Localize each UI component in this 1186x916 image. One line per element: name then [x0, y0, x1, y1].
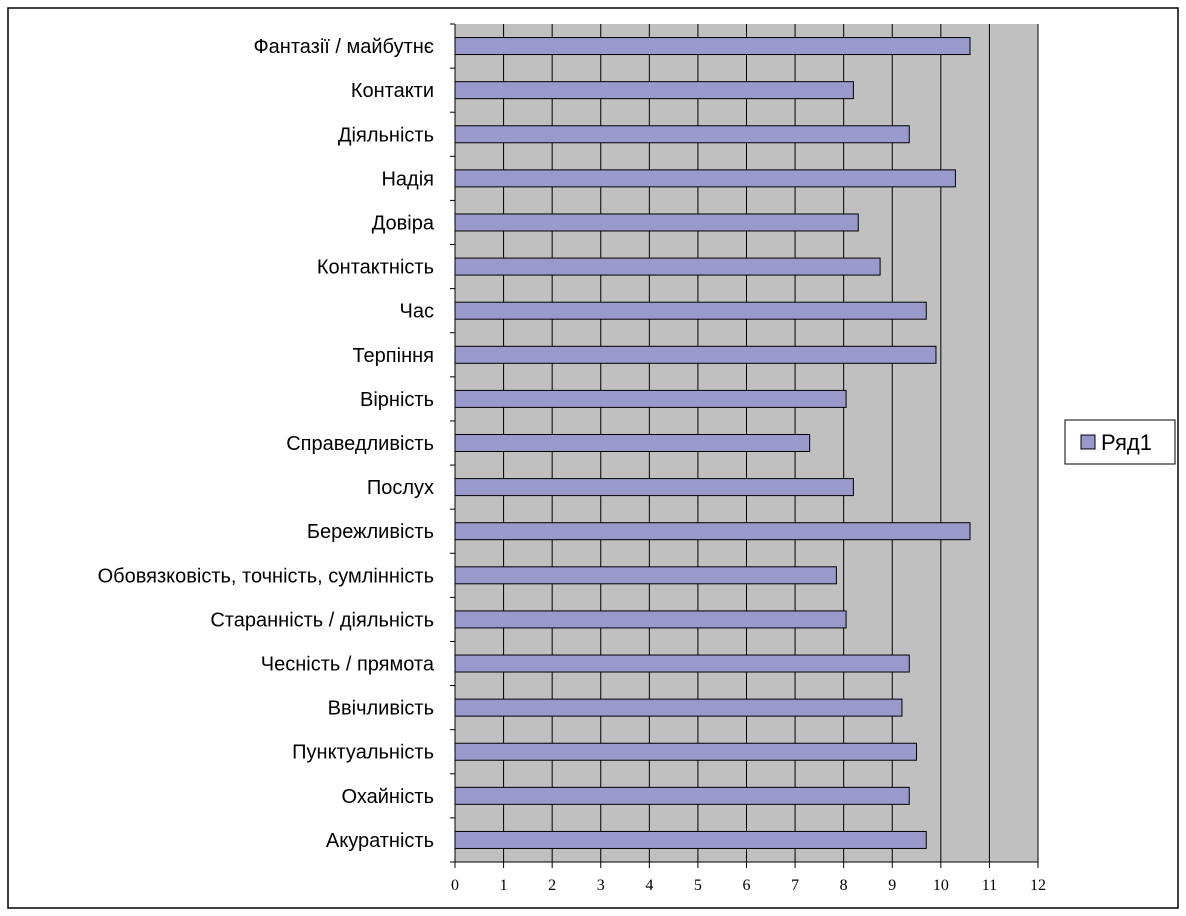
bar [454, 830, 927, 849]
bar [454, 698, 903, 717]
bar [454, 654, 910, 673]
category-label: Ввічливість [328, 698, 434, 720]
bar [454, 610, 847, 629]
category-label: Надія [381, 168, 434, 190]
bar [454, 37, 971, 56]
bars [454, 37, 971, 849]
bar [454, 389, 847, 408]
bar [454, 169, 956, 188]
x-tick-label: 11 [982, 877, 997, 894]
category-label: Діяльність [338, 124, 434, 146]
x-tick-label: 9 [888, 877, 896, 894]
x-tick-label: 12 [1030, 877, 1046, 894]
x-tick-label: 1 [500, 877, 508, 894]
x-tick-label: 4 [645, 877, 653, 894]
category-label: Охайність [342, 786, 434, 808]
bar [454, 257, 881, 276]
category-label: Терпіння [352, 345, 434, 367]
x-axis: 0 1 2 3 4 5 6 7 8 9 10 11 12 [451, 861, 1046, 894]
category-label: Справедливість [286, 433, 434, 455]
x-tick-label: 6 [743, 877, 751, 894]
category-label: Довіра [372, 212, 435, 234]
category-label: Час [400, 301, 434, 323]
bar [454, 213, 859, 232]
bar [454, 522, 971, 541]
x-tick-label: 5 [694, 877, 702, 894]
bar [454, 81, 854, 100]
legend: Ряд1 [1064, 419, 1176, 465]
category-label: Бережливість [307, 521, 434, 543]
category-label: Вірність [360, 389, 434, 411]
x-tick-label: 3 [597, 877, 605, 894]
x-tick-label: 2 [548, 877, 556, 894]
bar [454, 125, 910, 144]
x-tick-label: 10 [933, 877, 949, 894]
x-tick-label: 0 [451, 877, 459, 894]
category-label: Контакти [351, 80, 434, 102]
bar [454, 345, 937, 364]
category-label: Послух [367, 477, 434, 499]
bar [454, 434, 811, 452]
x-tick-label: 7 [791, 877, 799, 894]
category-label: Фантазії / майбутнє [253, 36, 434, 58]
legend-label: Ряд1 [1101, 430, 1152, 455]
y-axis: Фантазії / майбутнє Контакти Діяльність Над… [98, 23, 456, 863]
bar [454, 478, 854, 497]
legend-swatch [1080, 434, 1096, 450]
bar [454, 566, 837, 585]
category-label: Обовязковість, точність, сумлінність [98, 565, 434, 587]
bar [454, 786, 910, 805]
category-label: Контактність [317, 257, 434, 279]
category-label: Пунктуальність [292, 742, 434, 764]
category-label: Акуратність [326, 830, 434, 852]
category-label: Чесність / прямота [261, 654, 435, 676]
bar [454, 301, 927, 320]
category-label: Старанність / діяльність [210, 609, 434, 631]
x-tick-label: 8 [840, 877, 848, 894]
bar [454, 742, 918, 761]
